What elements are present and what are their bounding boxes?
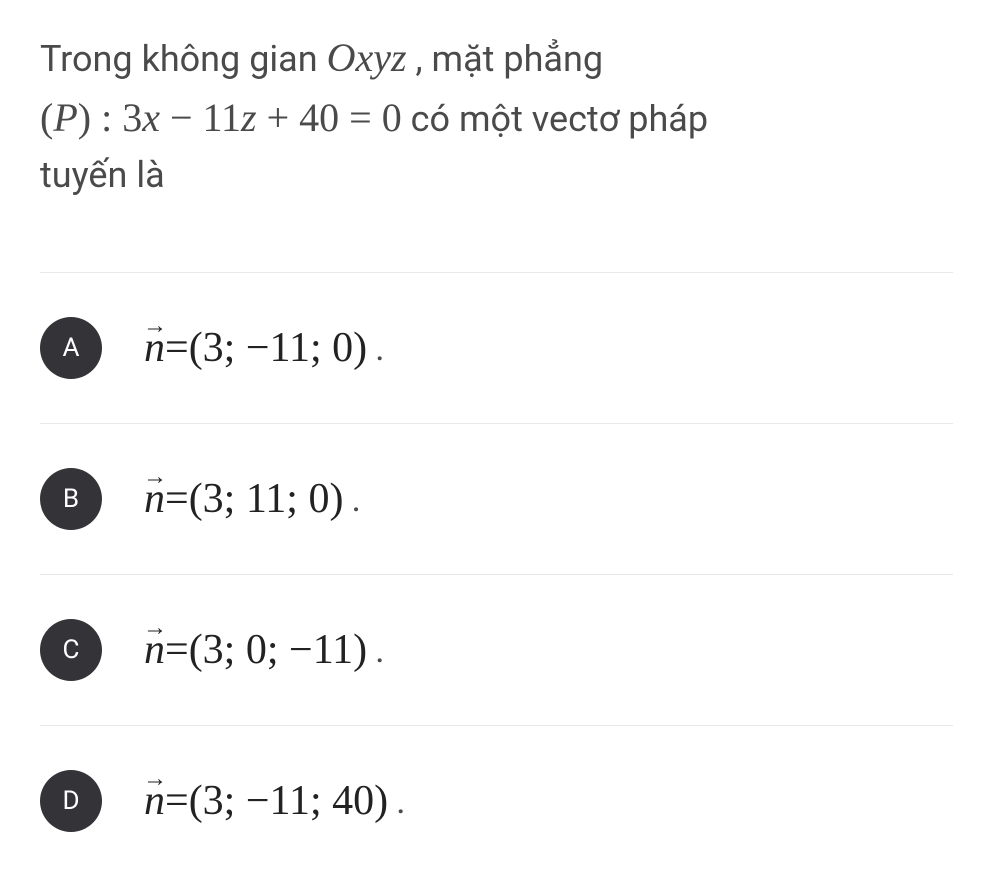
vector-n-icon: →n (144, 777, 165, 825)
option-c-vector: (3; 0; −11) (189, 626, 367, 674)
option-content-b: →n = (3; 11; 0). (144, 475, 361, 523)
option-content-c: →n = (3; 0; −11). (144, 626, 385, 674)
option-badge-b: B (40, 468, 102, 530)
option-a[interactable]: A →n = (3; −11; 0). (40, 272, 953, 423)
option-a-vector: (3; −11; 0) (189, 324, 367, 372)
question-line3: tuyến là (40, 154, 165, 196)
equals-sign: = (165, 626, 189, 674)
question-line2-suffix: có một vectơ pháp (402, 98, 708, 140)
option-d-vector: (3; −11; 40) (189, 777, 388, 825)
option-badge-d: D (40, 770, 102, 832)
option-c[interactable]: C →n = (3; 0; −11). (40, 574, 953, 725)
question-line1-prefix: Trong không gian (40, 38, 327, 80)
question-math-oxyz: Oxyz (327, 35, 407, 80)
option-badge-c: C (40, 619, 102, 681)
period: . (351, 478, 361, 520)
question-text: Trong không gian Oxyz , mặt phẳng (P) : … (40, 28, 953, 242)
question-line1-suffix: , mặt phẳng (407, 38, 604, 80)
question-container: Trong không gian Oxyz , mặt phẳng (P) : … (0, 0, 993, 892)
equals-sign: = (165, 475, 189, 523)
options-list: A →n = (3; −11; 0). B →n = (3; 11; 0). C… (40, 272, 953, 852)
vector-n-icon: →n (144, 626, 165, 674)
option-d[interactable]: D →n = (3; −11; 40). (40, 725, 953, 852)
period: . (375, 327, 385, 369)
equals-sign: = (165, 324, 189, 372)
question-equation: (P) : 3x − 11z + 40 = 0 (40, 95, 402, 140)
vector-n-icon: →n (144, 324, 165, 372)
option-b[interactable]: B →n = (3; 11; 0). (40, 423, 953, 574)
option-content-d: →n = (3; −11; 40). (144, 777, 406, 825)
option-badge-a: A (40, 317, 102, 379)
equals-sign: = (165, 777, 189, 825)
option-b-vector: (3; 11; 0) (189, 475, 344, 523)
period: . (375, 629, 385, 671)
vector-n-icon: →n (144, 475, 165, 523)
period: . (396, 780, 406, 822)
option-content-a: →n = (3; −11; 0). (144, 324, 385, 372)
